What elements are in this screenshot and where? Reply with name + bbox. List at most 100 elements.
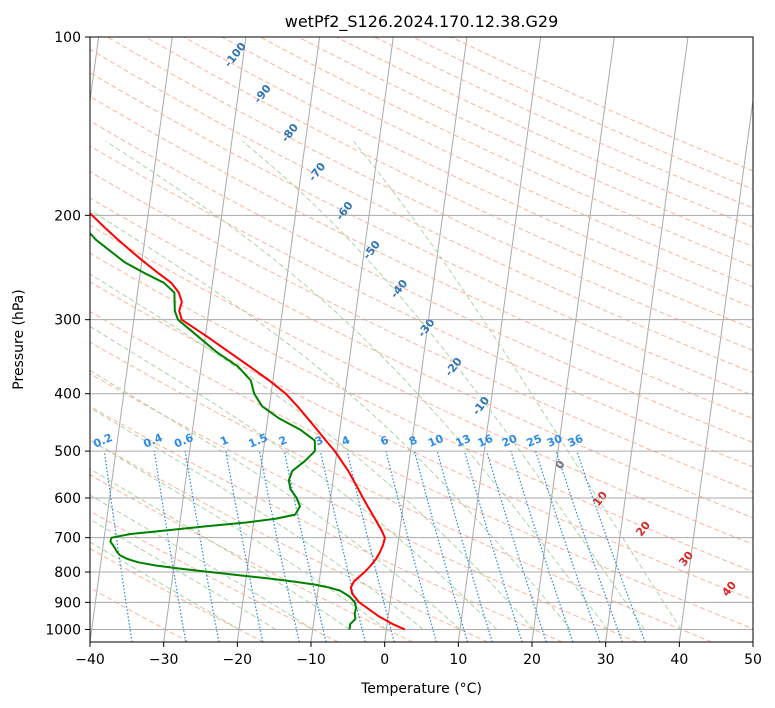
mixing-ratio-line <box>184 451 220 642</box>
y-tick-label: 100 <box>54 30 81 46</box>
moist-adiabat-line <box>353 140 682 630</box>
mixing-ratio-line <box>385 450 437 642</box>
dry-adiabat-line <box>90 405 563 642</box>
y-tick-label: 1000 <box>45 622 81 638</box>
moist-adiabat-line <box>90 468 350 630</box>
mixing-ratio-label: 30 <box>545 432 564 450</box>
mixing-ratio-label: 20 <box>500 432 519 450</box>
mixing-ratio-label: 36 <box>566 432 585 450</box>
dry-adiabat-line <box>90 48 753 374</box>
mixing-ratio-line <box>413 450 469 642</box>
mixing-ratio-line <box>258 450 300 642</box>
mixing-ratio-line <box>510 450 574 642</box>
isotherm-line <box>531 37 615 642</box>
dry-adiabat-line <box>90 252 753 573</box>
mixing-ratio-line <box>225 450 264 642</box>
y-tick-label: 200 <box>54 208 81 224</box>
dry-adiabat-line <box>90 341 712 642</box>
dry-adiabat-label: -70 <box>306 160 329 184</box>
y-tick-label: 800 <box>54 565 81 581</box>
x-tick-label: 40 <box>670 652 688 668</box>
y-tick-label: 700 <box>54 531 81 547</box>
y-tick-label: 600 <box>54 491 81 507</box>
dry-adiabat-label: 30 <box>676 549 696 569</box>
y-tick-label: 500 <box>54 444 81 460</box>
x-tick-label: 0 <box>380 652 389 668</box>
moist-adiabat-line <box>90 494 313 630</box>
isotherm-line <box>752 638 753 642</box>
dry-adiabat-line <box>145 37 753 330</box>
isotherm-line <box>384 37 468 642</box>
moist-adiabat-line <box>90 518 277 630</box>
mixing-ratio-line <box>576 450 646 642</box>
profile-line <box>90 231 358 630</box>
dry-adiabat-line <box>90 474 414 642</box>
dry-adiabat-line <box>90 95 753 420</box>
moist-adiabat-line <box>90 325 498 630</box>
mixing-ratio-label: 1.5 <box>247 431 270 451</box>
y-tick-label: 400 <box>54 387 81 403</box>
dry-adiabat-line <box>90 310 753 630</box>
moist-adiabat-line <box>90 273 535 630</box>
mixing-ratio-line <box>535 450 601 642</box>
plot-area: 0.1 0.2 0.4 0.6 1 1.5 2 3 4 6 8 10 13 16 20 25 30 36-100-… <box>90 37 753 642</box>
x-axis-label: Temperature (°C) <box>360 681 482 697</box>
dry-adiabat-line <box>90 548 264 642</box>
mixing-ratio-line <box>464 450 523 642</box>
isotherm-line <box>457 37 542 642</box>
dry-adiabat-line <box>336 37 753 228</box>
mixing-ratio-label: 13 <box>454 432 473 450</box>
isotherm-line <box>90 37 173 642</box>
mixing-ratio-label: 0.2 <box>91 431 114 451</box>
dry-adiabat-label: -90 <box>251 82 274 106</box>
y-tick-label: 900 <box>54 595 81 611</box>
x-tick-label: −10 <box>296 652 326 668</box>
moist-adiabat-line <box>90 369 461 630</box>
dry-adiabat-line <box>90 587 190 642</box>
y-axis-label: Pressure (hPa) <box>11 289 27 389</box>
x-tick-label: 30 <box>597 652 615 668</box>
isotherm-line <box>605 37 689 642</box>
isotherm-line <box>90 37 100 105</box>
moist-adiabat-line <box>90 541 240 630</box>
dry-adiabat-line <box>90 373 638 642</box>
x-tick-label: −20 <box>223 652 253 668</box>
dry-adiabat-label: -80 <box>279 121 302 145</box>
plot-frame <box>89 36 754 643</box>
dry-adiabat-label: -50 <box>361 238 384 262</box>
x-tick-label: 20 <box>523 652 541 668</box>
mixing-ratio-label: 0.4 <box>141 431 164 451</box>
moist-adiabat-line <box>90 439 387 630</box>
mixing-ratio-line <box>319 450 366 642</box>
isotherm-line <box>236 37 321 642</box>
y-tick-label: 300 <box>54 313 81 329</box>
mixing-ratio-label: 2 <box>277 433 289 448</box>
isotherm-line <box>163 37 247 642</box>
moist-adiabat-line <box>90 209 571 630</box>
dry-adiabat-line <box>90 72 753 396</box>
chart-title: wetPf2_S126.2024.170.12.38.G29 <box>285 12 559 32</box>
mixing-ratio-line <box>555 450 623 642</box>
mixing-ratio-label: 25 <box>525 432 544 450</box>
mixing-ratio-label: 8 <box>407 433 419 448</box>
dry-adiabat-line <box>90 197 753 519</box>
dry-adiabat-line <box>107 37 753 352</box>
mixing-ratio-line <box>436 450 493 642</box>
dry-adiabat-label: 40 <box>719 579 739 599</box>
mixing-ratio-label: 10 <box>426 432 445 450</box>
dry-adiabat-line <box>90 439 488 642</box>
dry-adiabat-line <box>90 281 753 601</box>
mixing-ratio-line <box>486 450 547 642</box>
dry-adiabat-line <box>374 37 753 209</box>
moist-adiabat-line <box>242 140 645 630</box>
dry-adiabat-label: -40 <box>388 277 411 301</box>
profile-line <box>90 211 406 631</box>
x-tick-label: −30 <box>149 652 179 668</box>
dry-adiabat-line <box>90 224 753 545</box>
x-tick-label: −40 <box>75 652 105 668</box>
dry-adiabat-line <box>183 37 753 309</box>
mixing-ratio-label: 4 <box>340 433 352 448</box>
x-tick-label: 10 <box>449 652 467 668</box>
moist-adiabat-line <box>105 140 608 630</box>
